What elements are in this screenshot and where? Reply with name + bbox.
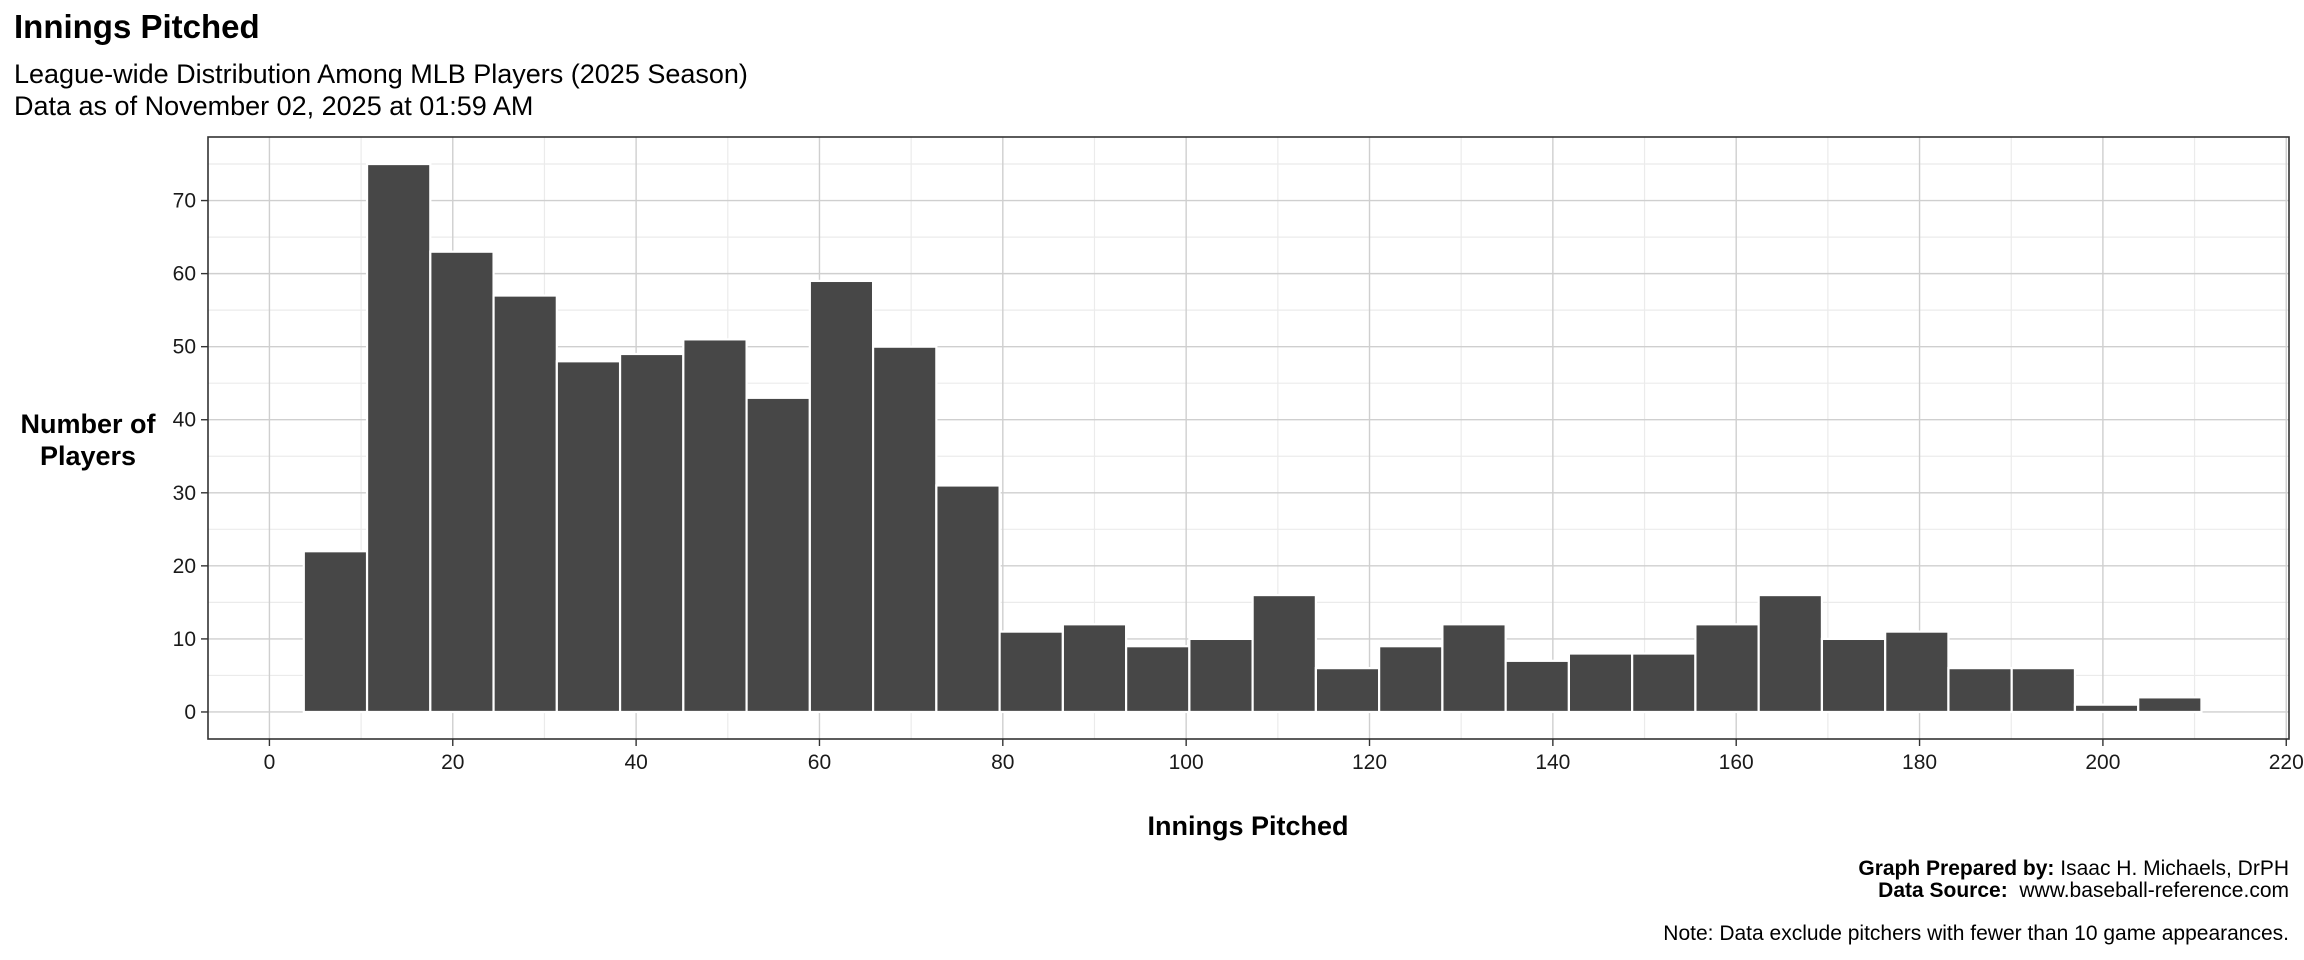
- x-tick-label: 120: [1352, 751, 1387, 774]
- histogram-bar: [1820, 637, 1887, 714]
- y-tick-label: 30: [173, 482, 196, 505]
- y-tick-label: 70: [173, 190, 196, 213]
- x-tick-label: 20: [441, 751, 464, 774]
- y-tick-label: 0: [184, 701, 196, 724]
- histogram-bar: [1314, 667, 1381, 714]
- chart-subtitle-line2: Data as of November 02, 2025 at 01:59 AM: [14, 91, 533, 121]
- histogram-bar: [555, 360, 622, 714]
- histogram-bar: [302, 550, 369, 714]
- histogram-bar: [2137, 696, 2203, 714]
- histogram-bar: [1441, 623, 1507, 714]
- histogram-bar: [618, 352, 685, 714]
- caption-data-source: Data Source: www.baseball-reference.com: [1878, 879, 2289, 902]
- histogram-bar: [2073, 703, 2140, 714]
- x-tick-label: 40: [624, 751, 647, 774]
- y-tick-label: 10: [173, 628, 196, 651]
- histogram-bar: [745, 396, 811, 714]
- x-tick-label: 180: [1902, 751, 1937, 774]
- chart-title: Innings Pitched: [14, 8, 260, 45]
- plot-panel-border: [207, 136, 2290, 740]
- histogram-bar: [998, 630, 1064, 714]
- histogram-bar: [808, 279, 875, 714]
- histogram-bar: [1251, 593, 1317, 714]
- histogram-bar: [1061, 623, 1128, 714]
- caption-prepared-by: Graph Prepared by: Isaac H. Michaels, Dr…: [1858, 857, 2289, 880]
- x-tick-label: 160: [1719, 751, 1754, 774]
- histogram-bar: [682, 338, 748, 714]
- histogram-bar: [492, 294, 558, 714]
- y-tick-label: 40: [173, 409, 196, 432]
- x-tick-label: 220: [2269, 751, 2304, 774]
- histogram-bar: [429, 250, 495, 714]
- x-axis-title: Innings Pitched: [1147, 811, 1348, 841]
- caption-source-value: www.baseball-reference.com: [2008, 879, 2289, 902]
- axis-ticks: 0 20 40 60 80 100 120 140 160 180 200 220 0 10 20 30 40 5…: [173, 190, 2304, 774]
- y-tick-label: 50: [173, 336, 196, 359]
- y-tick-label: 20: [173, 555, 196, 578]
- y-tick-label: 60: [173, 263, 196, 286]
- histogram-bar: [871, 345, 938, 714]
- histogram-bar: [935, 484, 1001, 714]
- histogram-bar: [1631, 652, 1697, 714]
- caption-note: Note: Data exclude pitchers with fewer t…: [1663, 922, 2289, 945]
- x-tick-label: 200: [2085, 751, 2120, 774]
- caption-prepared-value: Isaac H. Michaels, DrPH: [2054, 857, 2289, 880]
- x-tick-label: 80: [991, 751, 1014, 774]
- x-tick-label: 60: [808, 751, 831, 774]
- histogram-bar: [1947, 667, 2013, 714]
- caption-source-label: Data Source:: [1878, 879, 2008, 902]
- histogram-bar: [365, 162, 432, 714]
- x-tick-label: 0: [264, 751, 276, 774]
- y-axis-title-line2: Players: [40, 441, 136, 471]
- histogram-bar: [1504, 659, 1571, 714]
- histogram-bar: [1884, 630, 1950, 714]
- x-tick-label: 140: [1535, 751, 1570, 774]
- caption-prepared-label: Graph Prepared by:: [1858, 857, 2054, 880]
- histogram-bar: [1567, 652, 1634, 714]
- histogram-bar: [2010, 667, 2077, 714]
- y-axis-title-line1: Number of: [21, 409, 157, 439]
- histogram-bars: [302, 162, 2203, 714]
- histogram-bar: [1188, 637, 1254, 714]
- histogram-bar: [1125, 645, 1191, 714]
- histogram-bar: [1378, 645, 1444, 714]
- histogram-bar: [1694, 623, 1760, 714]
- histogram-bar: [1757, 593, 1824, 714]
- x-tick-label: 100: [1169, 751, 1204, 774]
- chart-subtitle-line1: League-wide Distribution Among MLB Playe…: [14, 59, 748, 89]
